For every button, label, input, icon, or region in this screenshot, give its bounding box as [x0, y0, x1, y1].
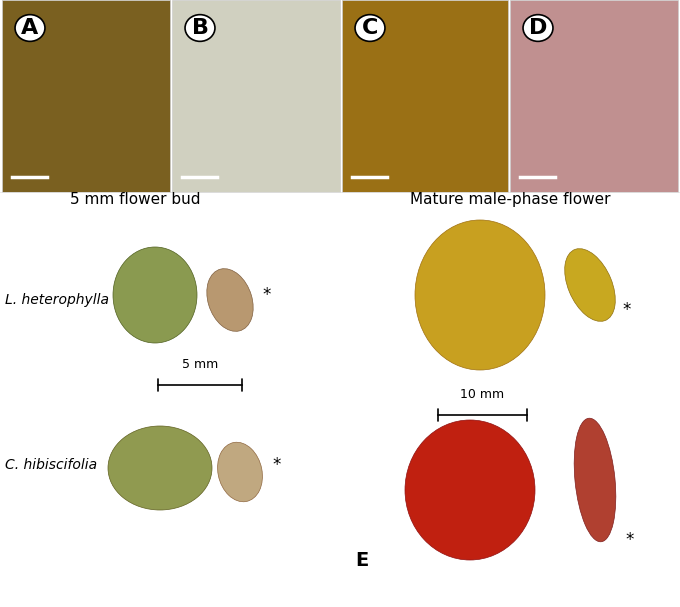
Ellipse shape — [207, 269, 253, 331]
Ellipse shape — [218, 443, 262, 502]
Bar — [510, 0, 678, 192]
Text: E: E — [355, 551, 369, 570]
Text: *: * — [625, 531, 633, 549]
Text: C. hibiscifolia: C. hibiscifolia — [5, 458, 97, 472]
Text: *: * — [262, 286, 271, 304]
Text: C: C — [362, 18, 378, 38]
Ellipse shape — [405, 420, 535, 560]
Circle shape — [523, 15, 553, 41]
Ellipse shape — [564, 249, 615, 321]
Text: Mature male-phase flower: Mature male-phase flower — [410, 192, 610, 207]
Ellipse shape — [113, 247, 197, 343]
Bar — [2, 0, 170, 192]
Text: L. heterophylla: L. heterophylla — [5, 293, 109, 307]
Circle shape — [15, 15, 45, 41]
Ellipse shape — [415, 220, 545, 370]
Circle shape — [185, 15, 215, 41]
Text: *: * — [622, 301, 630, 319]
Bar — [342, 0, 508, 192]
Text: 5 mm: 5 mm — [182, 358, 218, 371]
Circle shape — [355, 15, 385, 41]
Text: 5 mm flower bud: 5 mm flower bud — [70, 192, 200, 207]
Ellipse shape — [574, 418, 616, 542]
Text: *: * — [272, 456, 280, 474]
Ellipse shape — [108, 426, 212, 510]
Bar — [172, 0, 340, 192]
Text: B: B — [192, 18, 209, 38]
Text: A: A — [21, 18, 39, 38]
Text: 10 mm: 10 mm — [460, 388, 504, 401]
Text: D: D — [529, 18, 547, 38]
